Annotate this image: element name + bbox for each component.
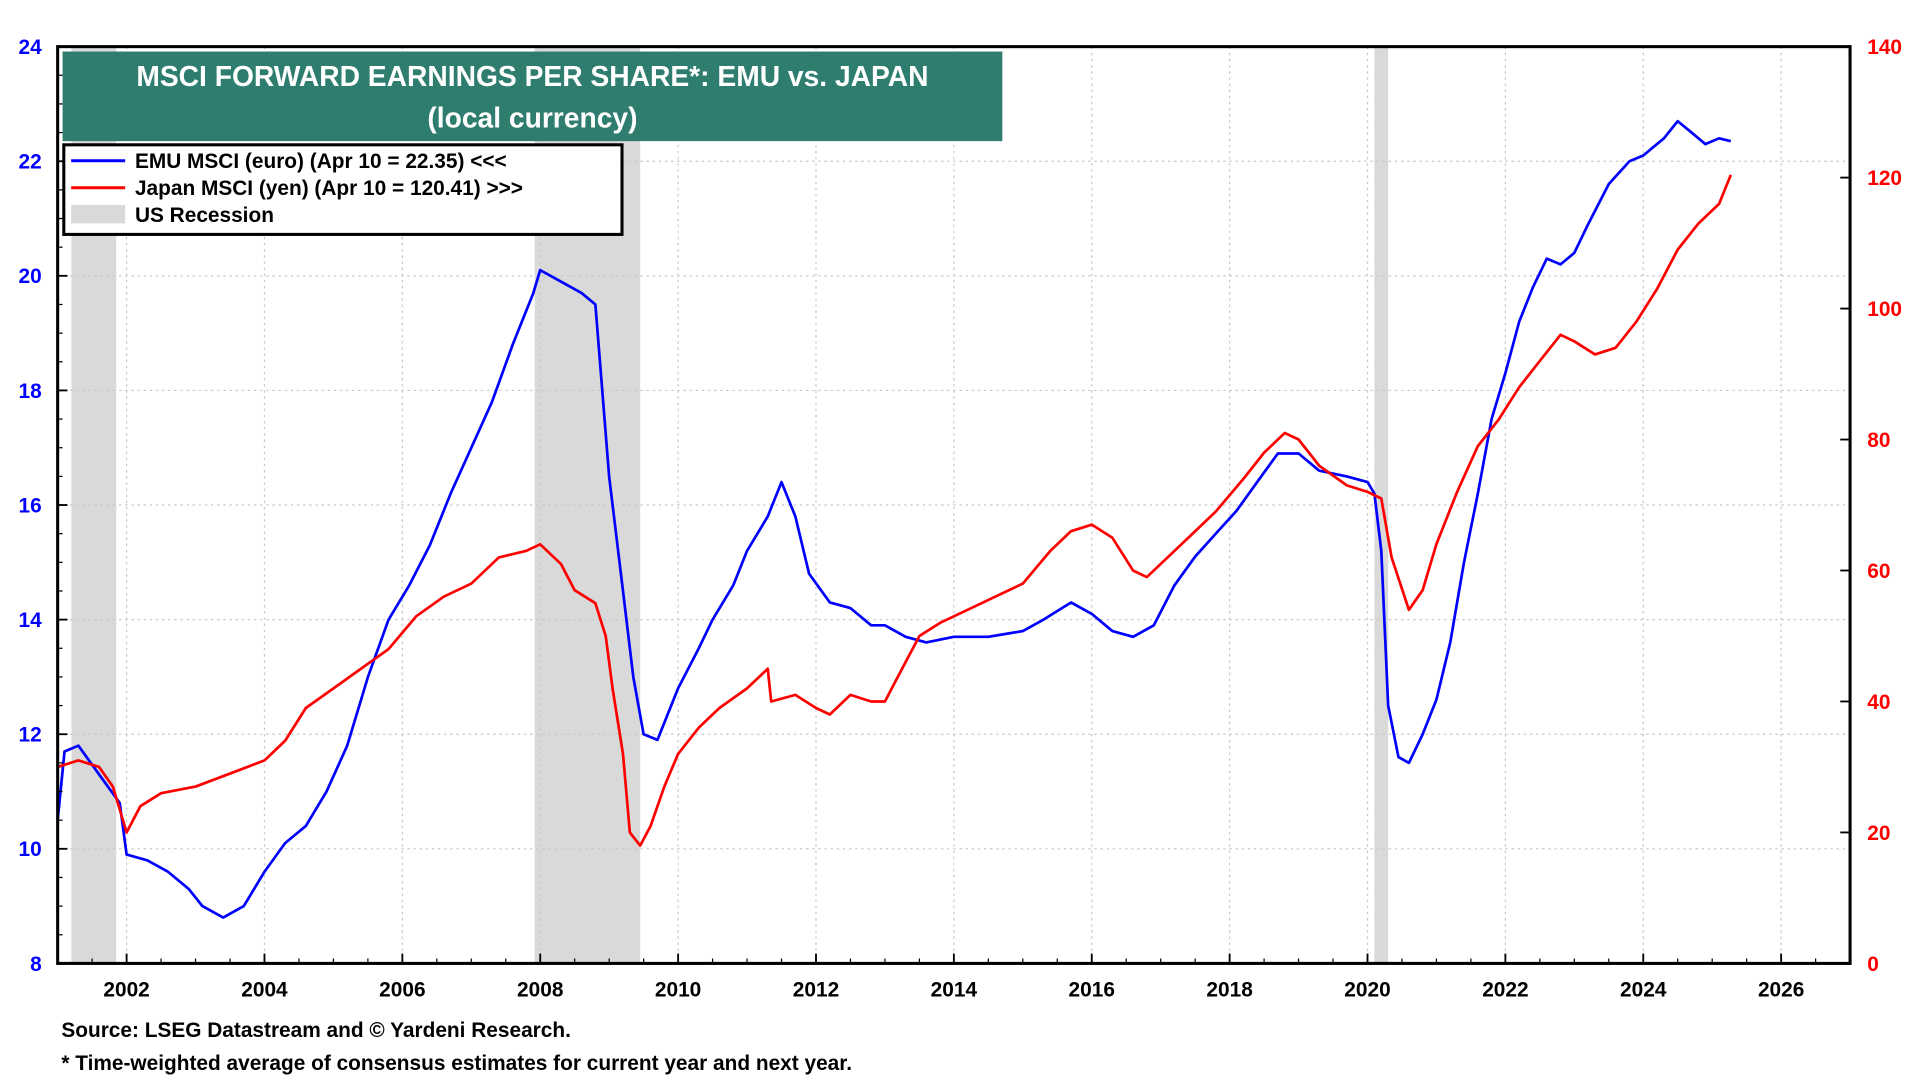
- gridlines: [57, 46, 1851, 964]
- x-tick-label: 2020: [1344, 979, 1390, 1002]
- x-tick-label: 2004: [241, 979, 288, 1002]
- y-right-tick-label: 120: [1867, 167, 1902, 190]
- y-left-tick-label: 12: [19, 724, 42, 747]
- y-left-tick-label: 10: [19, 838, 42, 861]
- series-lines: [56, 119, 1733, 919]
- title-box: MSCI FORWARD EARNINGS PER SHARE*: EMU vs…: [62, 51, 1003, 142]
- footnote: * Time-weighted average of consensus est…: [61, 1052, 852, 1075]
- y-right-tick-label: 60: [1867, 560, 1890, 583]
- legend: EMU MSCI (euro) (Apr 10 = 22.35) <<< Jap…: [62, 143, 624, 236]
- x-tick-label: 2008: [517, 979, 563, 1002]
- legend-label-recession: US Recession: [135, 204, 274, 227]
- y-left-tick-label: 22: [19, 151, 42, 174]
- x-tick-label: 2026: [1758, 979, 1804, 1002]
- x-tick-label: 2018: [1206, 979, 1252, 1002]
- y-right-tick-label: 20: [1867, 822, 1890, 845]
- y-left-tick-label: 8: [30, 953, 42, 976]
- legend-swatch-recession: [71, 204, 126, 224]
- chart-subtitle: (local currency): [427, 102, 637, 134]
- chart-title: MSCI FORWARD EARNINGS PER SHARE*: EMU vs…: [136, 60, 928, 92]
- y-left-tick-label: 24: [19, 36, 43, 59]
- source-note: Source: LSEG Datastream and © Yardeni Re…: [61, 1019, 571, 1042]
- y-right-tick-label: 80: [1867, 429, 1890, 452]
- y-left-tick-label: 16: [19, 494, 42, 517]
- x-tick-label: 2012: [793, 979, 839, 1002]
- x-tick-label: 2006: [379, 979, 425, 1002]
- y-left-tick-label: 14: [19, 609, 43, 632]
- y-right-tick-label: 100: [1867, 298, 1902, 321]
- y-right-tick-label: 40: [1867, 691, 1890, 714]
- legend-label-japan: Japan MSCI (yen) (Apr 10 = 120.41) >>>: [135, 177, 523, 200]
- emu-series-line: [56, 119, 1732, 919]
- x-tick-label: 2016: [1069, 979, 1115, 1002]
- x-tick-label: 2014: [931, 979, 978, 1002]
- y-left-tick-label: 18: [19, 380, 42, 403]
- y-right-tick-label: 140: [1867, 36, 1902, 59]
- y-right-tick-label: 0: [1867, 953, 1879, 976]
- x-tick-label: 2024: [1620, 979, 1667, 1002]
- y-left-tick-label: 20: [19, 265, 42, 288]
- x-tick-label: 2010: [655, 979, 701, 1002]
- x-tick-label: 2022: [1482, 979, 1528, 1002]
- legend-label-emu: EMU MSCI (euro) (Apr 10 = 22.35) <<<: [135, 150, 507, 173]
- japan-series-line: [57, 174, 1733, 847]
- x-tick-label: 2002: [103, 979, 149, 1002]
